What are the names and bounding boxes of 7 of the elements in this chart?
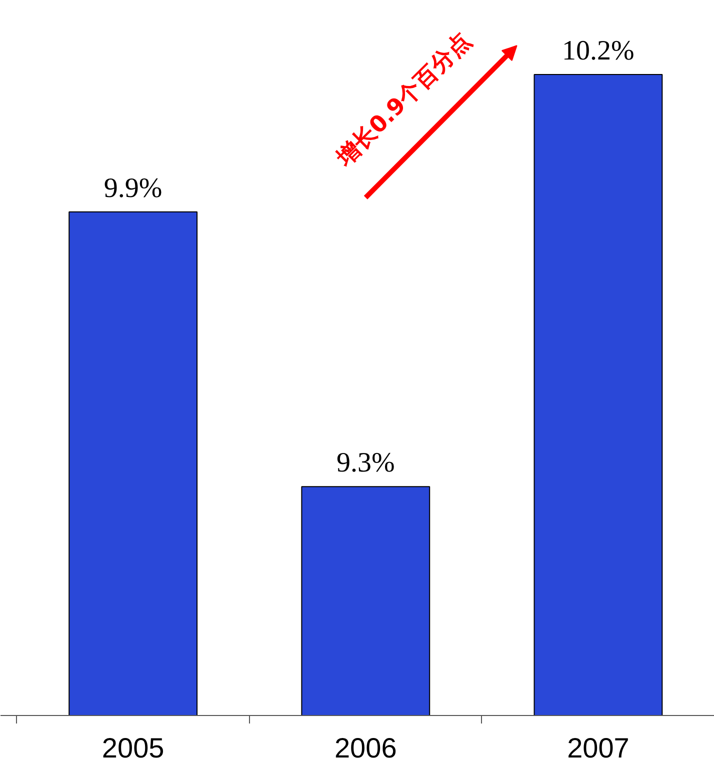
x-tick-label: 2005 [102, 732, 164, 764]
x-tick-label: 2007 [567, 732, 630, 764]
data-label: 9.3% [336, 448, 395, 479]
data-label: 10.2% [562, 36, 634, 66]
x-tick-label: 2006 [334, 732, 397, 764]
data-label: 9.9% [104, 172, 162, 204]
annotation: 增长0.9个百分点 [331, 28, 477, 172]
